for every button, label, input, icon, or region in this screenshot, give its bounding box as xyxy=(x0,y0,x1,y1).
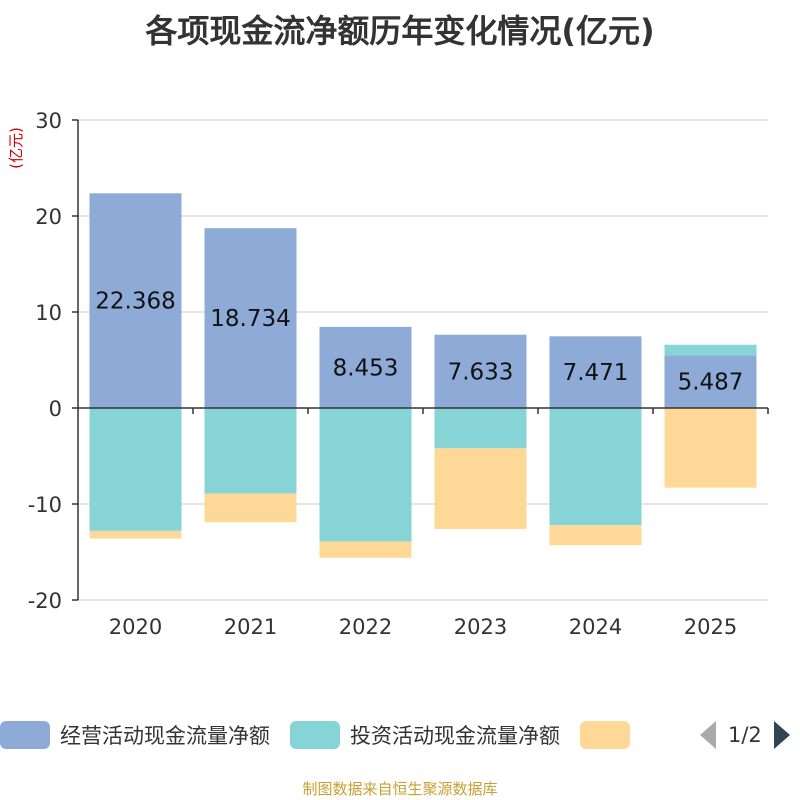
x-tick-label: 2023 xyxy=(454,615,507,639)
legend-pager: 1/2 xyxy=(700,718,790,752)
y-tick-label: 20 xyxy=(35,205,62,229)
bar-series2-2020 xyxy=(89,530,182,539)
bar-series2-2022 xyxy=(319,541,412,558)
y-axis-label: (亿元) xyxy=(7,127,25,169)
legend-item-third[interactable] xyxy=(580,721,640,749)
bar-series2-2023 xyxy=(434,448,527,529)
x-tick-label: 2025 xyxy=(684,615,737,639)
legend-label-investing: 投资活动现金流量净额 xyxy=(350,724,560,748)
bar-series1-2025 xyxy=(664,344,757,356)
legend-item-operating[interactable]: 经营活动现金流量净额 xyxy=(0,720,270,750)
bar-series0-2020 xyxy=(89,193,182,408)
data-label: 22.368 xyxy=(95,289,175,315)
data-label: 5.487 xyxy=(678,370,744,396)
x-tick-label: 2020 xyxy=(109,615,162,639)
y-tick-label: -20 xyxy=(28,589,62,613)
legend-label-operating: 经营活动现金流量净额 xyxy=(60,724,270,748)
chart-title: 各项现金流净额历年变化情况(亿元) xyxy=(145,12,655,50)
legend-item-investing[interactable]: 投资活动现金流量净额 xyxy=(290,720,560,750)
y-tick-label: 0 xyxy=(49,397,62,421)
pager-text: 1/2 xyxy=(728,723,762,747)
x-tick-label: 2024 xyxy=(569,615,622,639)
bar-series1-2024 xyxy=(549,408,642,526)
bar-series1-2021 xyxy=(204,408,297,494)
bar-series0-2021 xyxy=(204,228,297,408)
x-tick-label: 2022 xyxy=(339,615,392,639)
legend-swatch-investing xyxy=(290,721,340,749)
bar-series2-2025 xyxy=(664,408,757,488)
legend: 经营活动现金流量净额 投资活动现金流量净额 1/2 xyxy=(0,718,790,752)
axes: -20 -10 0 10 20 30 2020 2021 2022 2023 2024 2025 xyxy=(28,109,769,639)
y-tick-label: 10 xyxy=(35,301,62,325)
bar-series0-2024 xyxy=(549,336,642,408)
legend-swatch-operating xyxy=(0,721,50,749)
bar-series2-2021 xyxy=(204,493,297,523)
bar-series0-2025 xyxy=(664,355,757,408)
bar-series2-2024 xyxy=(549,525,642,546)
bar-series0-2023 xyxy=(434,334,527,408)
bar-group: 22.368 18.734 8.453 7.633 7.471 5.487 xyxy=(89,193,757,558)
data-label: 18.734 xyxy=(210,306,290,332)
source-note: 制图数据来自恒生聚源数据库 xyxy=(302,780,498,798)
y-tick-label: -10 xyxy=(28,493,62,517)
pager-prev-icon[interactable] xyxy=(700,721,716,749)
bar-series0-2022 xyxy=(319,326,412,408)
grid-lines xyxy=(78,119,768,601)
pager-next-icon[interactable] xyxy=(773,721,790,749)
chart-area: 22.368 18.734 8.453 7.633 7.471 5.487 -20 -10 0… xyxy=(7,109,769,639)
x-tick-label: 2021 xyxy=(224,615,277,639)
bar-series1-2023 xyxy=(434,408,527,449)
y-tick-label: 30 xyxy=(35,109,62,133)
data-label: 7.633 xyxy=(448,359,514,385)
data-label: 7.471 xyxy=(563,360,629,386)
data-label: 8.453 xyxy=(333,355,399,381)
legend-swatch-third xyxy=(580,721,630,749)
bar-series1-2020 xyxy=(89,408,182,531)
bar-series1-2022 xyxy=(319,408,412,542)
